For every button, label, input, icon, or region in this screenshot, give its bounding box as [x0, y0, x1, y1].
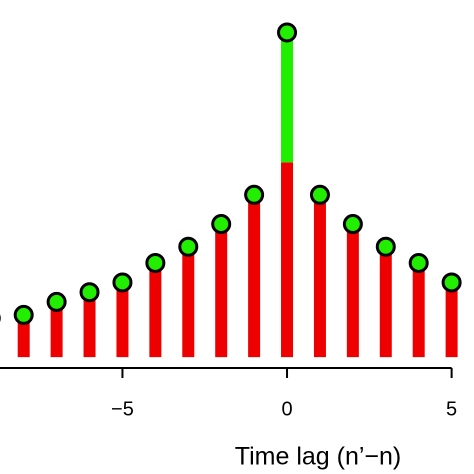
stem-marker: [309, 184, 330, 205]
stem-marker: [211, 214, 232, 235]
stem-marker: [408, 252, 429, 273]
stem-marker: [46, 291, 67, 312]
stem-marker: [277, 22, 298, 43]
stem-marker: [112, 272, 133, 293]
x-tick-label: −5: [111, 398, 134, 420]
stem-marker: [244, 184, 265, 205]
stem-marker: [375, 236, 396, 257]
x-axis-label: Time lag (n’−n): [235, 443, 402, 471]
stem-marker: [342, 214, 363, 235]
stem-marker: [79, 282, 100, 303]
x-tick-label: 5: [446, 398, 457, 420]
stem-marker: [178, 236, 199, 257]
stem-marker: [441, 272, 462, 293]
stem-marker: [145, 252, 166, 273]
stem-marker: [13, 304, 34, 325]
x-tick-label: 0: [281, 398, 292, 420]
